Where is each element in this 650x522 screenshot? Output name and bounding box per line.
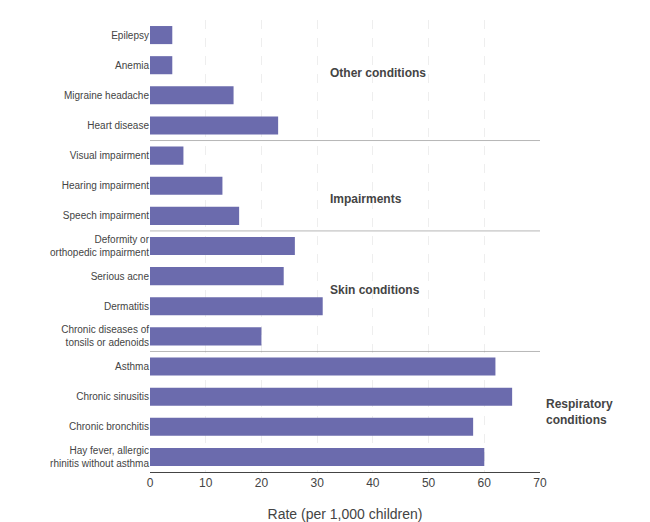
- svg-text:Hay fever, allergicrhinitis wi: Hay fever, allergicrhinitis without asth…: [50, 445, 149, 469]
- svg-text:30: 30: [310, 476, 324, 490]
- svg-text:Other conditions: Other conditions: [330, 66, 426, 80]
- svg-text:Visual impairment: Visual impairment: [70, 150, 150, 161]
- svg-text:Rate (per 1,000 children): Rate (per 1,000 children): [268, 506, 423, 522]
- svg-text:Anemia: Anemia: [115, 60, 149, 71]
- svg-text:Asthma: Asthma: [115, 361, 149, 372]
- svg-text:Respiratoryconditions: Respiratoryconditions: [546, 397, 613, 427]
- svg-text:Heart disease: Heart disease: [87, 120, 149, 131]
- svg-text:10: 10: [199, 476, 213, 490]
- svg-text:Skin conditions: Skin conditions: [330, 283, 420, 297]
- svg-text:Serious acne: Serious acne: [91, 271, 150, 282]
- svg-text:70: 70: [533, 476, 547, 490]
- svg-text:Chronic diseases oftonsils or: Chronic diseases oftonsils or adenoids: [61, 324, 149, 348]
- svg-text:Hearing impairment: Hearing impairment: [62, 180, 149, 191]
- svg-text:60: 60: [478, 476, 492, 490]
- svg-text:Impairments: Impairments: [330, 192, 402, 206]
- svg-text:50: 50: [422, 476, 436, 490]
- svg-text:Speech impairment: Speech impairment: [63, 210, 149, 221]
- svg-text:40: 40: [366, 476, 380, 490]
- svg-text:Migraine headache: Migraine headache: [64, 90, 149, 101]
- svg-text:Epilepsy: Epilepsy: [111, 30, 149, 41]
- svg-text:20: 20: [255, 476, 269, 490]
- svg-text:Chronic sinusitis: Chronic sinusitis: [76, 391, 149, 402]
- svg-text:Dermatitis: Dermatitis: [104, 301, 149, 312]
- svg-text:0: 0: [147, 476, 154, 490]
- svg-text:Deformity ororthopedic impairm: Deformity ororthopedic impairment: [50, 234, 150, 258]
- svg-text:Chronic bronchitis: Chronic bronchitis: [69, 421, 149, 432]
